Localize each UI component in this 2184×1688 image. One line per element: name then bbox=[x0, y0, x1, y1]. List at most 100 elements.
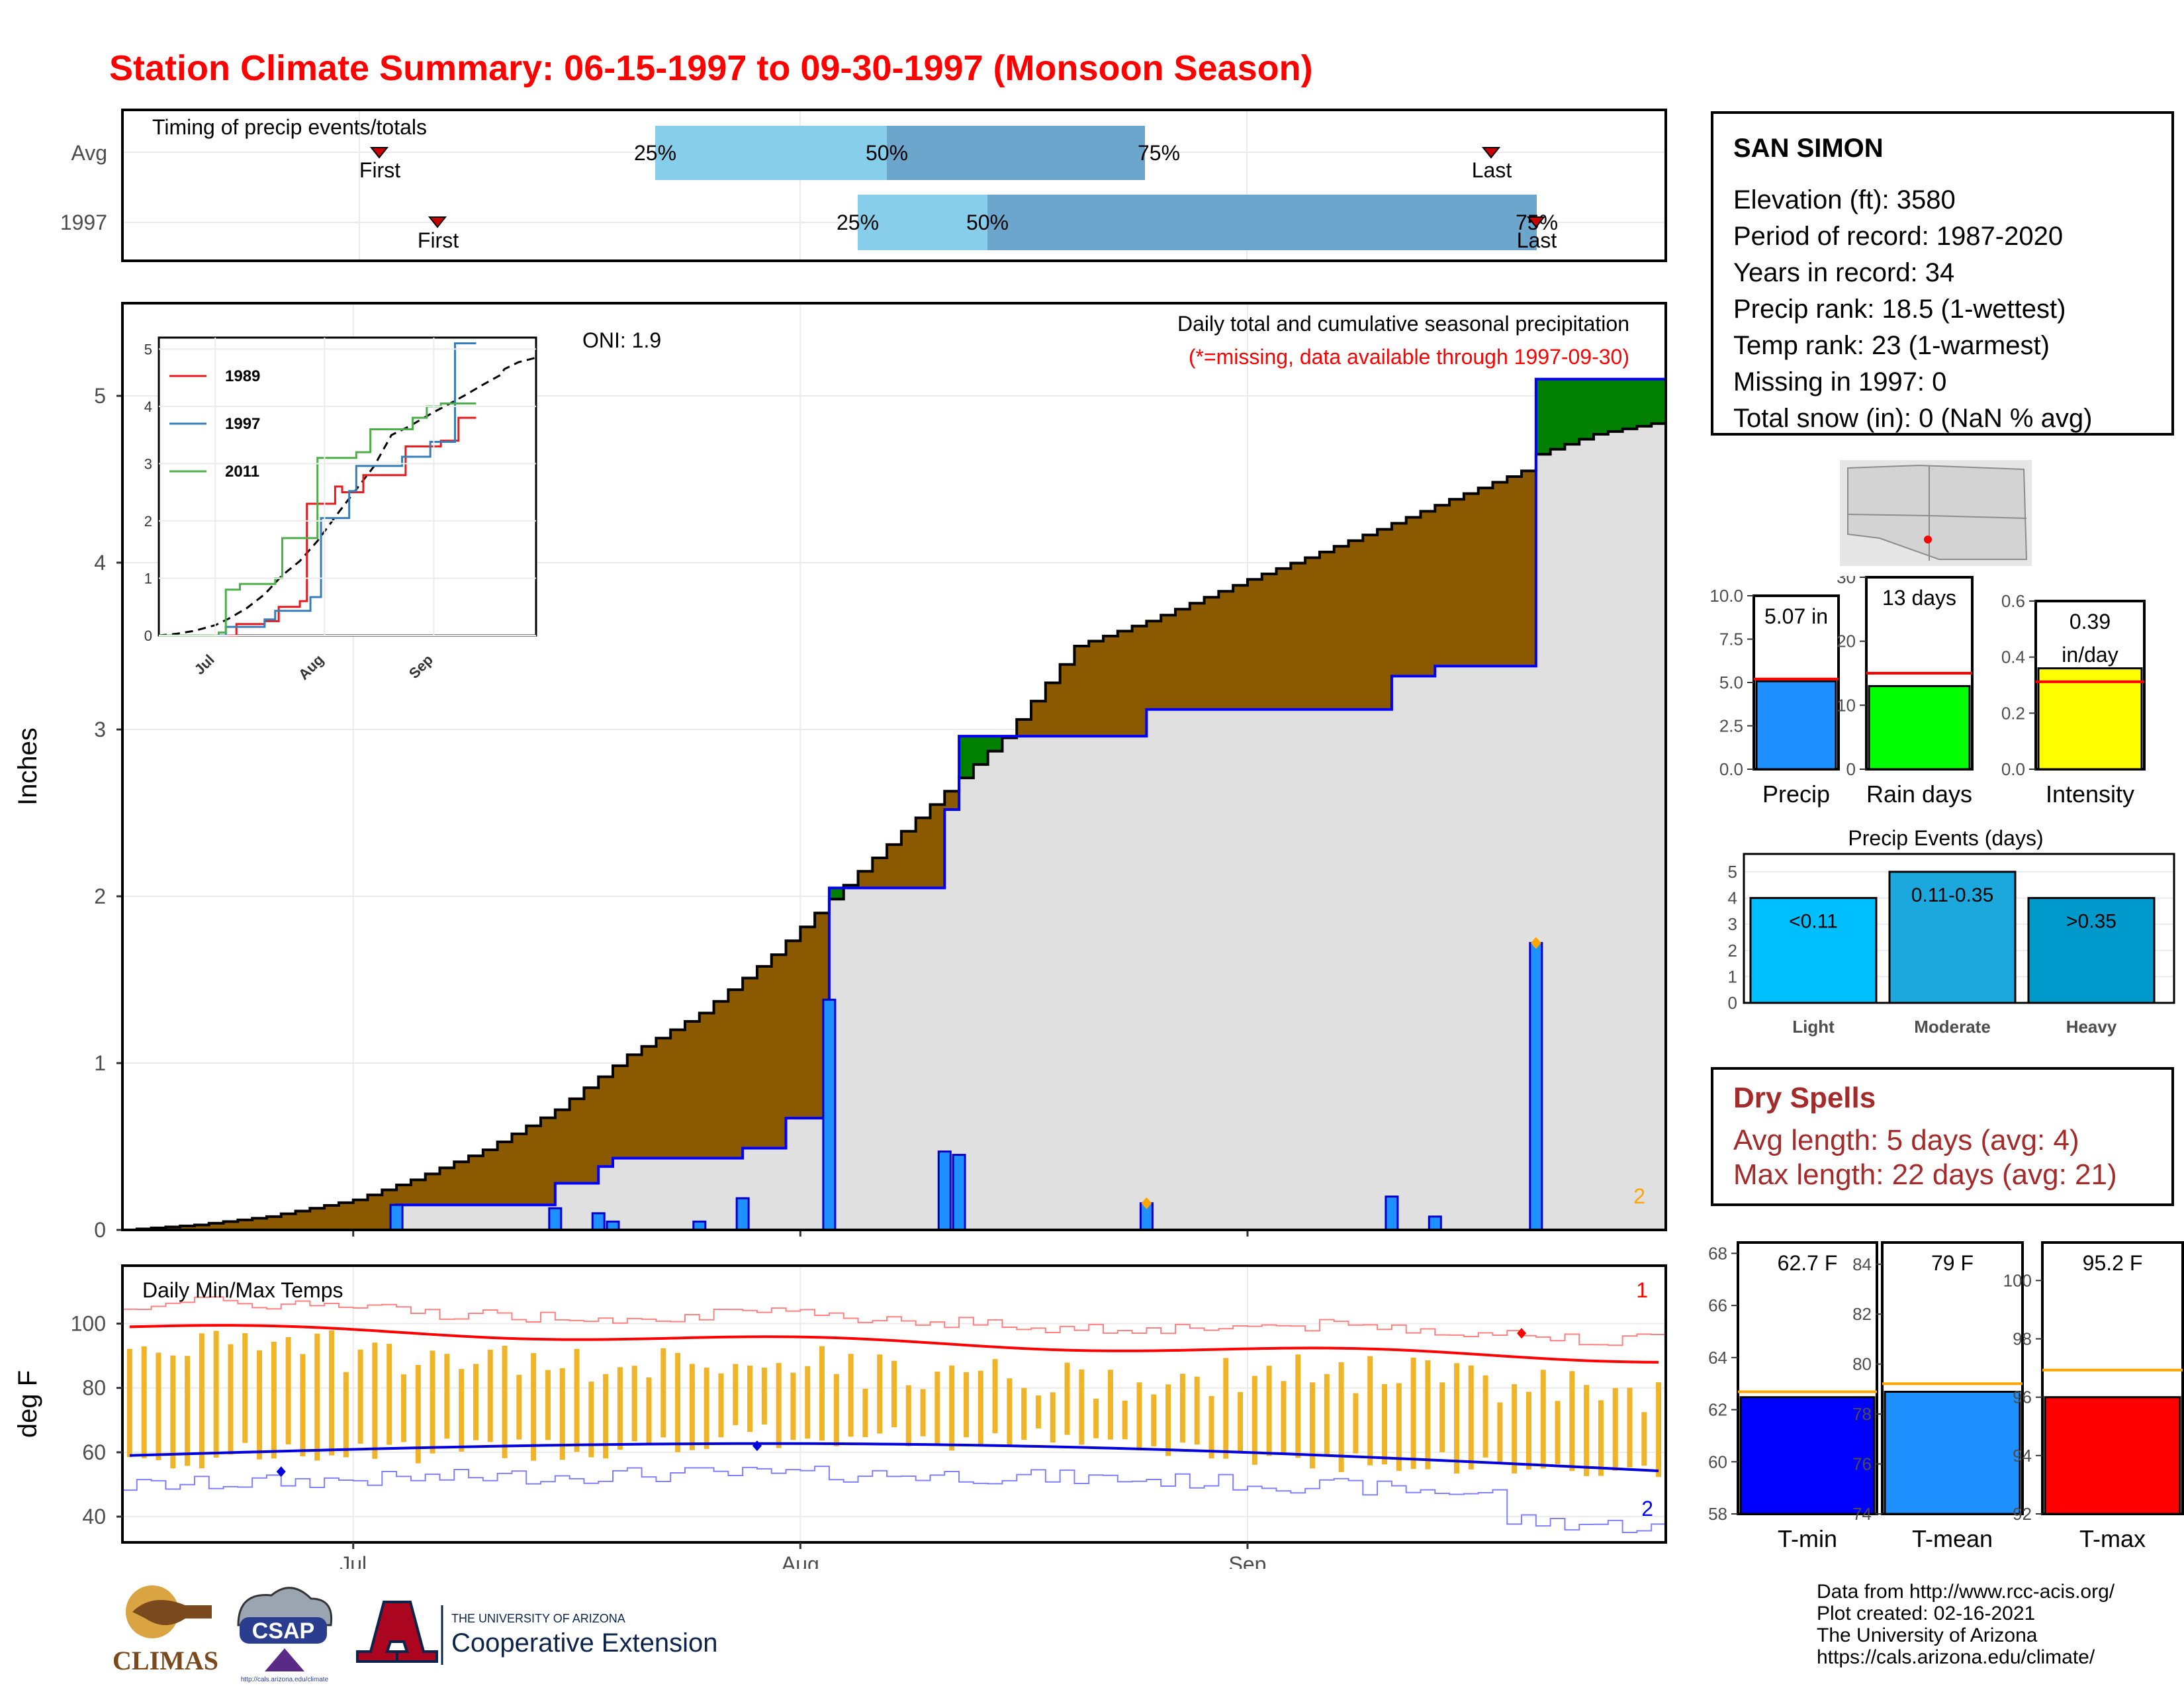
daily-temp-bar bbox=[1151, 1394, 1157, 1446]
daily-temp-bar bbox=[1512, 1383, 1518, 1474]
daily-temp-bar bbox=[1122, 1400, 1128, 1440]
station-temp-rank: Temp rank: 23 (1-warmest) bbox=[1733, 331, 2050, 360]
daily-temp-bar bbox=[963, 1372, 969, 1438]
timing-row-avg-label: Avg bbox=[71, 141, 107, 165]
avg-quartile-high bbox=[887, 126, 1145, 180]
summary-bar-fill bbox=[1755, 680, 1837, 771]
daily-temp-bar bbox=[1382, 1384, 1388, 1465]
daily-temp-bar bbox=[1281, 1381, 1287, 1453]
station-name: SAN SIMON bbox=[1733, 134, 1884, 163]
daily-temp-bar bbox=[905, 1385, 911, 1446]
daily-temp-bar bbox=[1208, 1395, 1214, 1459]
daily-temp-bar bbox=[675, 1352, 681, 1452]
summary-bar-ytick: 74 bbox=[1852, 1504, 1872, 1524]
summary-bar-value-unit: in/day bbox=[2062, 643, 2118, 667]
temp-label-bottom: 2 bbox=[1641, 1497, 1653, 1521]
daily-temp-bar bbox=[1079, 1369, 1085, 1445]
daily-temp-bar bbox=[805, 1366, 811, 1439]
summary-bar-label: Precip bbox=[1762, 780, 1830, 808]
precip-events-chart: Precip Events (days) 0 1 2 3 4 5 <0.11 Light 0.1… bbox=[1728, 826, 2175, 1037]
summary-bar-ytick: 58 bbox=[1708, 1504, 1727, 1524]
daily-temp-bar bbox=[733, 1364, 739, 1425]
summary-bar-ytick: 0.2 bbox=[2001, 703, 2025, 723]
summary-bar-ytick: 64 bbox=[1708, 1348, 1727, 1368]
daily-temp-bar bbox=[776, 1362, 782, 1448]
surplus-area bbox=[829, 379, 1666, 900]
daily-temp-bar bbox=[199, 1333, 205, 1468]
inset-legend-label: 1997 bbox=[225, 415, 260, 433]
daily-precip-bar bbox=[1529, 942, 1543, 1231]
summary-bar-ytick: 10.0 bbox=[1709, 586, 1743, 606]
events-ytick: 0 bbox=[1728, 993, 1737, 1013]
daily-temp-bar bbox=[747, 1365, 753, 1432]
precip-ytick: 5 bbox=[94, 384, 106, 408]
credit-org: The University of Arizona bbox=[1817, 1624, 2038, 1646]
summary-bar-ytick: 80 bbox=[1852, 1354, 1872, 1374]
station-missing: Missing in 1997: 0 bbox=[1733, 367, 1947, 397]
daily-temp-bar bbox=[1035, 1395, 1041, 1429]
events-bar bbox=[2027, 897, 2156, 1004]
daily-temp-bar bbox=[1468, 1365, 1474, 1470]
daily-precip-bar bbox=[1385, 1196, 1399, 1231]
daily-precip-bar bbox=[591, 1212, 606, 1231]
summary-bar-label: Rain days bbox=[1866, 780, 1972, 808]
daily-precip-bar bbox=[389, 1203, 404, 1231]
daily-temp-bar bbox=[1295, 1354, 1301, 1458]
station-period: Period of record: 1987-2020 bbox=[1733, 222, 2064, 251]
events-ytick: 2 bbox=[1728, 941, 1737, 961]
daily-temp-bar bbox=[343, 1372, 349, 1458]
daily-temp-bar bbox=[1497, 1402, 1503, 1462]
summary-bar-ytick: 78 bbox=[1852, 1404, 1872, 1424]
summary-bar-ytick: 84 bbox=[1852, 1254, 1872, 1274]
daily-temp-bar bbox=[1641, 1412, 1647, 1466]
daily-temp-bar bbox=[603, 1374, 609, 1459]
inset-grid bbox=[159, 338, 536, 636]
events-bar-label: Moderate bbox=[1914, 1017, 1991, 1037]
summary-bar-ytick: 0.4 bbox=[2001, 647, 2025, 667]
daily-temp-bar bbox=[387, 1344, 392, 1445]
summary-bar-label: T-max bbox=[2079, 1525, 2146, 1552]
daily-temp-bar bbox=[617, 1367, 623, 1450]
summary-bar-fill bbox=[1739, 1396, 1876, 1515]
avg-first-marker bbox=[369, 147, 389, 159]
daily-temp-bar bbox=[459, 1369, 465, 1452]
summary-bar-value: 79 F bbox=[1931, 1251, 1974, 1275]
events-ytick: 1 bbox=[1728, 966, 1737, 986]
daily-temp-bar bbox=[185, 1356, 191, 1466]
daily-temp-bar bbox=[1598, 1400, 1604, 1476]
avg-first-label: First bbox=[359, 158, 400, 182]
daily-temp-bar bbox=[1223, 1358, 1229, 1459]
credit-url: https://cals.arizona.edu/climate/ bbox=[1817, 1646, 2095, 1668]
daily-temp-bar bbox=[1021, 1387, 1027, 1440]
avg-p25-label: 25% bbox=[634, 141, 676, 165]
precip-count-label: 2 bbox=[1633, 1184, 1645, 1208]
temp-ytick: 40 bbox=[82, 1505, 106, 1528]
daily-temp-bar bbox=[257, 1350, 263, 1460]
daily-temp-bar bbox=[545, 1370, 551, 1440]
daily-temp-bar bbox=[170, 1355, 176, 1469]
credit-source: Data from http://www.rcc-acis.org/ bbox=[1817, 1581, 2115, 1603]
temp-ytick: 100 bbox=[71, 1311, 106, 1335]
summary-bar-value: 62.7 F bbox=[1778, 1251, 1838, 1275]
daily-temp-bar bbox=[1251, 1376, 1257, 1465]
daily-temp-bar bbox=[761, 1368, 767, 1425]
summary-bar-ytick: 68 bbox=[1708, 1243, 1727, 1263]
temp-title: Daily Min/Max Temps bbox=[142, 1278, 343, 1302]
daily-temp-bar bbox=[1439, 1382, 1445, 1452]
daily-temp-bar bbox=[285, 1336, 291, 1444]
daily-temp-bar bbox=[1525, 1391, 1531, 1470]
daily-temp-bar bbox=[487, 1349, 493, 1442]
ua-small-text: THE UNIVERSITY OF ARIZONA bbox=[451, 1612, 625, 1625]
daily-temp-bar bbox=[1324, 1374, 1330, 1454]
dry-spells-box: Dry Spells Avg length: 5 days (avg: 4) M… bbox=[1711, 1067, 2174, 1206]
inset-legend-label: 2011 bbox=[225, 463, 259, 481]
station-snow: Total snow (in): 0 (NaN % avg) bbox=[1733, 404, 2093, 433]
daily-precip-bar bbox=[952, 1154, 966, 1231]
summary-bar-ytick: 92 bbox=[2013, 1504, 2032, 1524]
temp-xtick: Jul bbox=[340, 1552, 367, 1569]
avg-p75-label: 75% bbox=[1138, 141, 1180, 165]
daily-temp-bar bbox=[833, 1374, 839, 1446]
summary-bar-ytick: 0.0 bbox=[2001, 759, 2025, 779]
